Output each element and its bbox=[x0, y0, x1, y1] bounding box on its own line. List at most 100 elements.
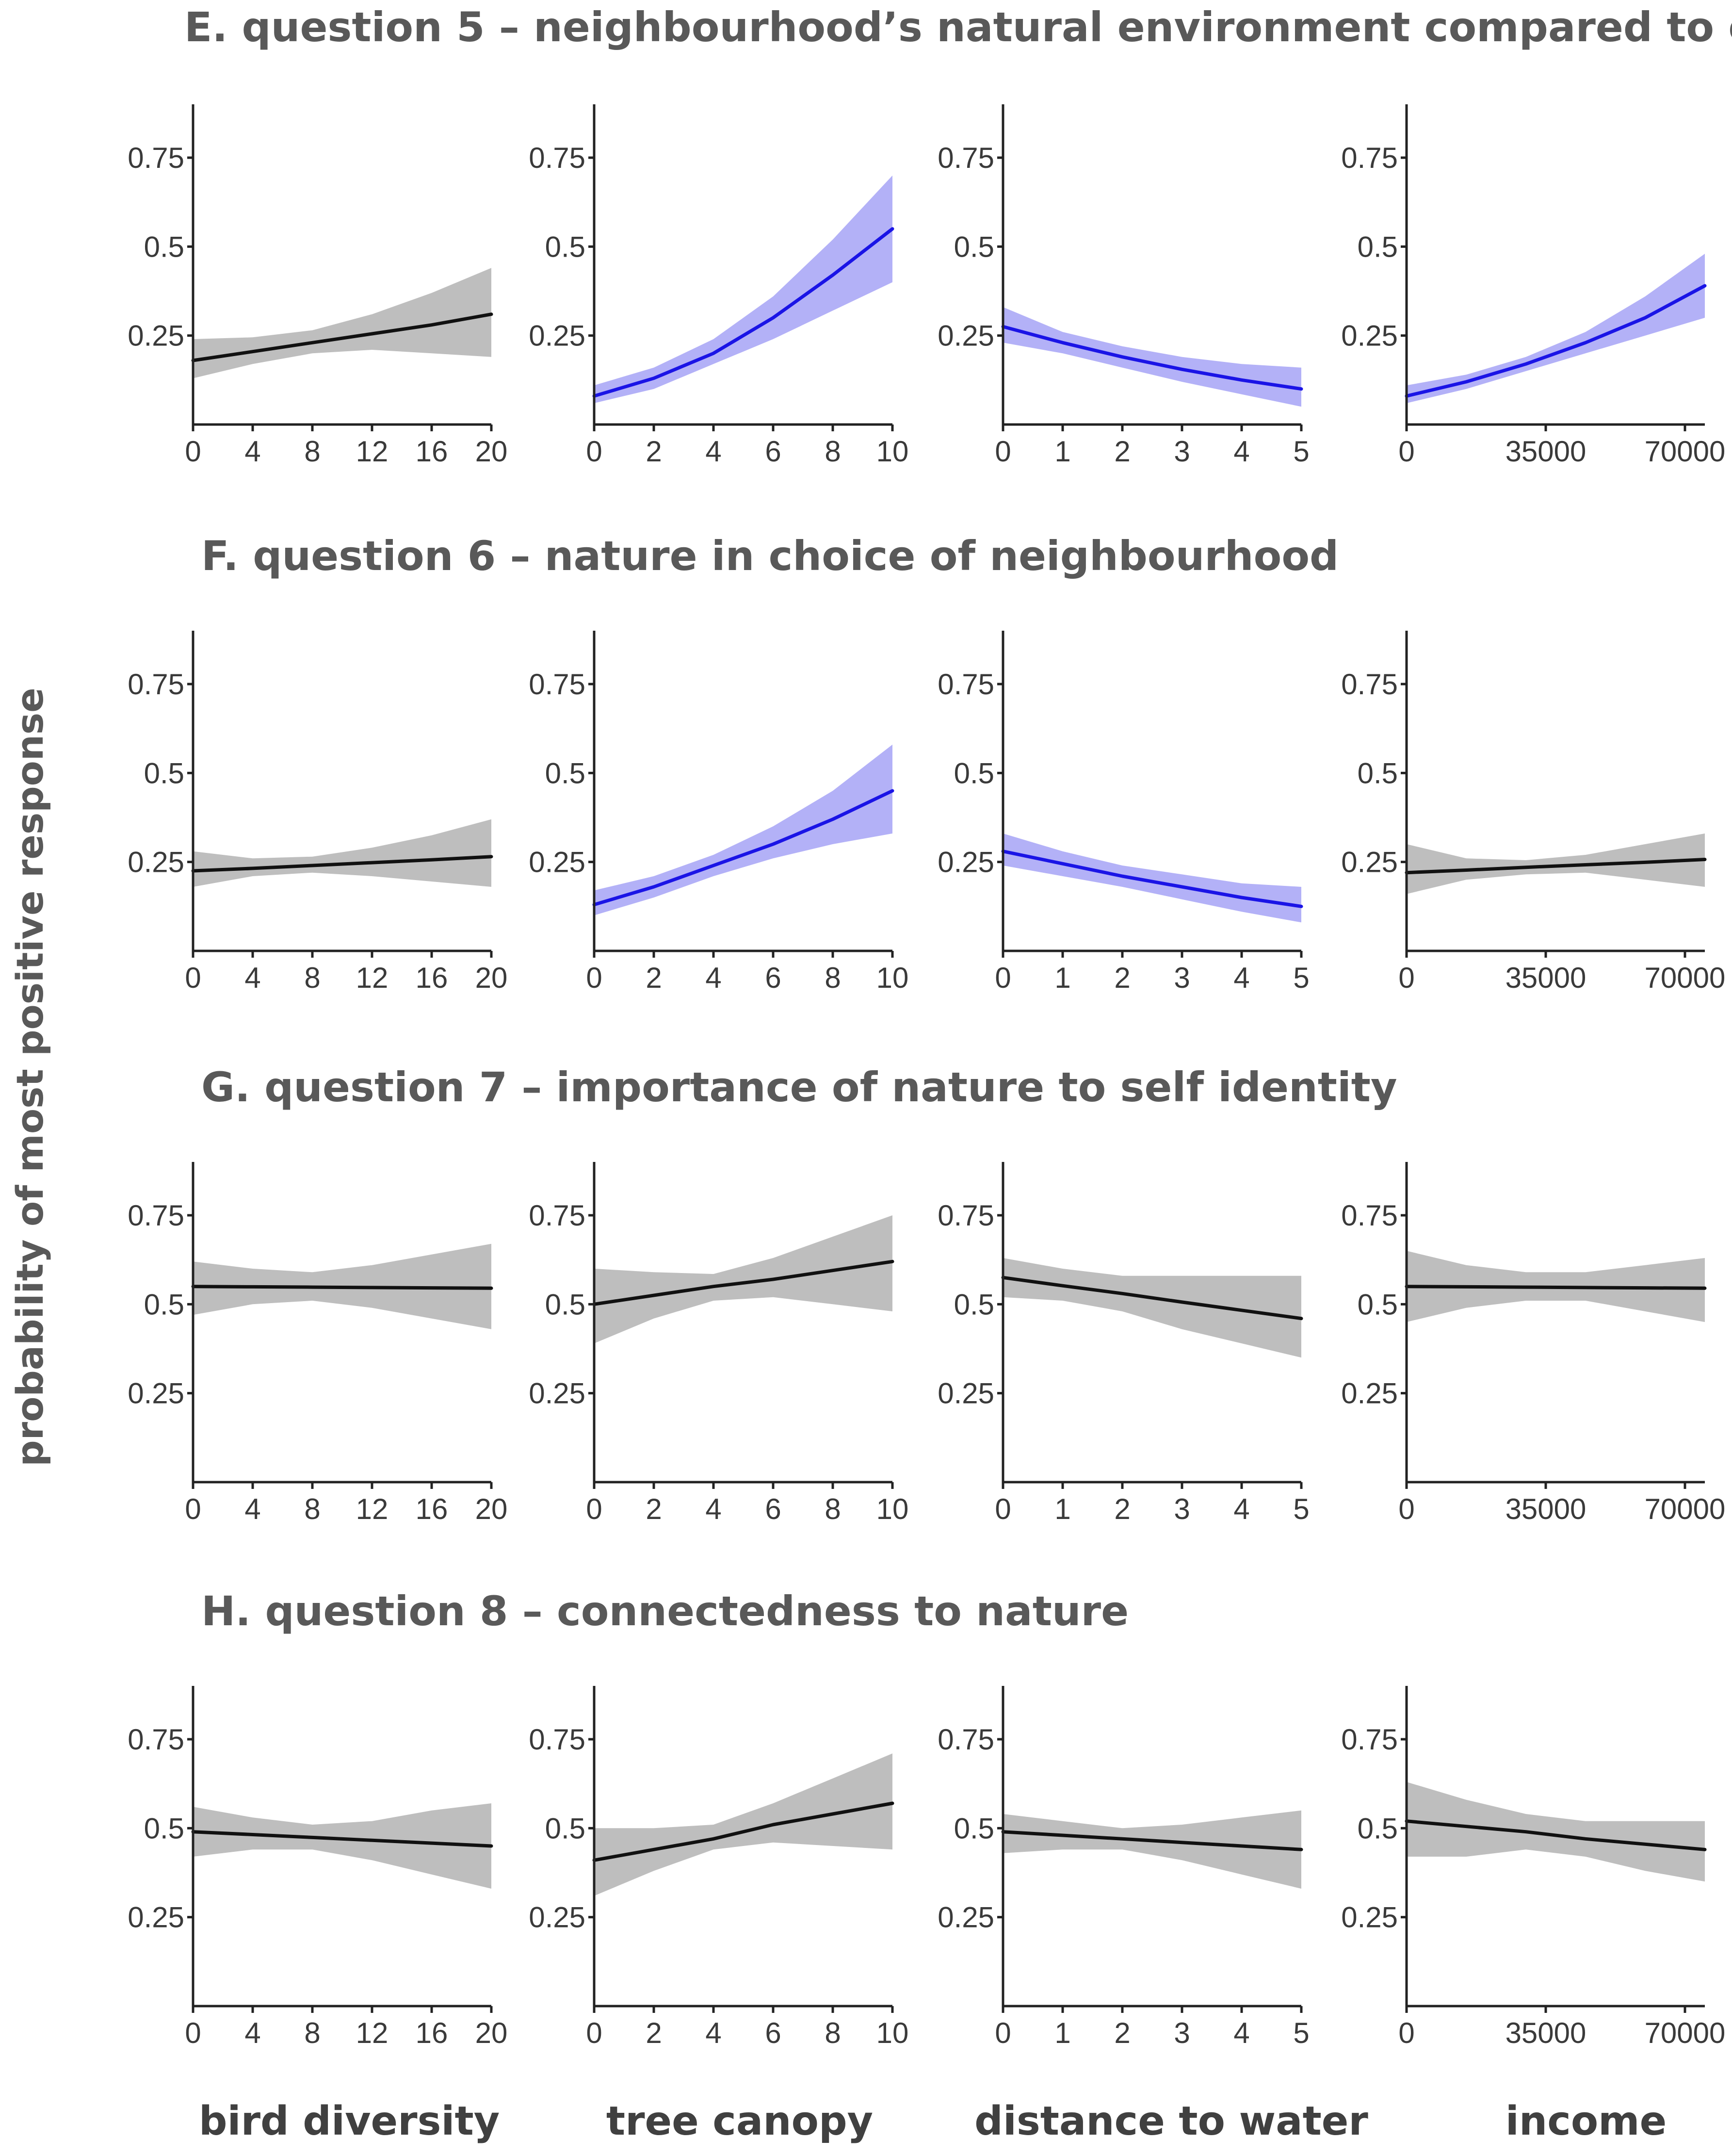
row-title: E. question 5 – neighbourhood’s natural … bbox=[184, 3, 1732, 51]
x-tick-label: 0 bbox=[995, 962, 1011, 994]
x-tick-label: 1 bbox=[1054, 962, 1070, 994]
y-tick-label: 0.5 bbox=[144, 1288, 184, 1321]
row-title: H. question 8 – connectedness to nature bbox=[201, 1587, 1129, 1635]
y-tick-label: 0.5 bbox=[954, 1812, 994, 1845]
y-tick-label: 0.25 bbox=[128, 1901, 184, 1934]
y-tick-label: 0.5 bbox=[1358, 1288, 1398, 1321]
x-tick-label: 4 bbox=[1233, 2017, 1249, 2049]
panel-bird-diversity: 0.75 0.5 0.25 0 4 8 12 16 20 bbox=[128, 1162, 507, 1525]
prediction-line bbox=[1405, 1285, 1707, 1290]
y-tick-label: 0.75 bbox=[938, 1723, 994, 1756]
x-tick-label: 16 bbox=[416, 962, 448, 994]
prediction-line bbox=[191, 855, 493, 873]
y-tick-label: 0.5 bbox=[545, 230, 585, 263]
x-tick-label: 1 bbox=[1054, 2017, 1070, 2049]
x-tick-label: 20 bbox=[475, 435, 508, 468]
x-axis-name-bird-diversity: bird diversity bbox=[199, 2098, 500, 2144]
x-tick-label: 8 bbox=[304, 2017, 320, 2049]
x-tick-label: 12 bbox=[356, 435, 388, 468]
y-tick-label: 0.5 bbox=[954, 230, 994, 263]
prediction-line bbox=[191, 1285, 493, 1290]
x-tick-label: 4 bbox=[1233, 962, 1249, 994]
confidence-band bbox=[594, 744, 892, 915]
y-tick-label: 0.5 bbox=[545, 1812, 585, 1845]
y-tick-label: 0.5 bbox=[144, 1812, 184, 1845]
prediction-line bbox=[1405, 1819, 1707, 1851]
y-tick-label: 0.75 bbox=[128, 142, 184, 174]
x-tick-label: 6 bbox=[765, 1493, 781, 1525]
confidence-band bbox=[193, 819, 491, 887]
y-tick-label: 0.25 bbox=[1341, 1901, 1398, 1934]
x-tick-label: 2 bbox=[646, 1493, 662, 1525]
x-tick-label: 6 bbox=[765, 962, 781, 994]
x-tick-label: 6 bbox=[765, 435, 781, 468]
x-tick-label: 70000 bbox=[1645, 2017, 1726, 2049]
panel-income: 0.75 0.5 0.25 0 35000 70000 bbox=[1341, 1162, 1725, 1525]
x-tick-label: 2 bbox=[1114, 2017, 1130, 2049]
x-tick-label: 2 bbox=[1114, 1493, 1130, 1525]
x-tick-label: 16 bbox=[416, 2017, 448, 2049]
x-tick-label: 0 bbox=[185, 435, 201, 468]
x-tick-label: 12 bbox=[356, 1493, 388, 1525]
panel-row-4: H. question 8 – connectedness to nature 0… bbox=[128, 1587, 1725, 2049]
panel-tree-canopy: 0.75 0.5 0.25 0 2 4 6 8 10 bbox=[529, 1686, 908, 2049]
y-tick-label: 0.25 bbox=[938, 1377, 994, 1410]
x-tick-label: 6 bbox=[765, 2017, 781, 2049]
y-tick-label: 0.25 bbox=[128, 320, 184, 352]
x-tick-label: 35000 bbox=[1505, 1493, 1586, 1525]
x-tick-label: 0 bbox=[995, 1493, 1011, 1525]
x-tick-label: 10 bbox=[876, 962, 909, 994]
y-tick-label: 0.5 bbox=[954, 1288, 994, 1321]
x-tick-label: 16 bbox=[416, 435, 448, 468]
x-tick-label: 10 bbox=[876, 435, 909, 468]
x-tick-label: 4 bbox=[705, 1493, 721, 1525]
y-tick-label: 0.5 bbox=[545, 1288, 585, 1321]
x-tick-label: 20 bbox=[475, 2017, 508, 2049]
confidence-band bbox=[1407, 254, 1705, 403]
x-tick-label: 70000 bbox=[1645, 435, 1726, 468]
confidence-band bbox=[193, 1803, 491, 1889]
x-tick-label: 0 bbox=[185, 962, 201, 994]
y-tick-label: 0.25 bbox=[938, 846, 994, 879]
prediction-line bbox=[191, 1830, 493, 1848]
prediction-line bbox=[1001, 1275, 1303, 1321]
y-tick-label: 0.75 bbox=[1341, 1199, 1398, 1232]
y-tick-label: 0.25 bbox=[938, 320, 994, 352]
x-tick-label: 20 bbox=[475, 1493, 508, 1525]
column-names: bird diversity tree canopy distance to wat… bbox=[199, 2098, 1667, 2144]
y-tick-label: 0.25 bbox=[529, 1901, 585, 1934]
prediction-line bbox=[191, 312, 493, 362]
x-tick-label: 0 bbox=[185, 2017, 201, 2049]
x-tick-label: 8 bbox=[304, 962, 320, 994]
y-tick-label: 0.5 bbox=[954, 757, 994, 789]
y-tick-label: 0.75 bbox=[529, 1199, 585, 1232]
y-tick-label: 0.25 bbox=[1341, 846, 1398, 879]
x-tick-label: 10 bbox=[876, 2017, 909, 2049]
panel-tree-canopy: 0.75 0.5 0.25 0 2 4 6 8 10 bbox=[529, 631, 908, 994]
y-tick-label: 0.75 bbox=[938, 668, 994, 701]
y-tick-label: 0.75 bbox=[938, 142, 994, 174]
x-tick-label: 4 bbox=[705, 435, 721, 468]
x-axis-name-tree-canopy: tree canopy bbox=[606, 2098, 873, 2144]
x-tick-label: 16 bbox=[416, 1493, 448, 1525]
confidence-band bbox=[1003, 1810, 1301, 1889]
prediction-line bbox=[1001, 849, 1303, 908]
confidence-band bbox=[1407, 1782, 1705, 1882]
x-tick-label: 0 bbox=[185, 1493, 201, 1525]
panel-bird-diversity: 0.75 0.5 0.25 0 4 8 12 16 20 bbox=[128, 631, 507, 994]
y-tick-label: 0.25 bbox=[1341, 1377, 1398, 1410]
x-tick-label: 2 bbox=[646, 962, 662, 994]
x-tick-label: 4 bbox=[244, 962, 260, 994]
x-tick-label: 0 bbox=[1398, 435, 1414, 468]
x-tick-label: 8 bbox=[825, 435, 841, 468]
x-axis-name-distance-to-water: distance to water bbox=[974, 2098, 1368, 2144]
x-tick-label: 2 bbox=[1114, 435, 1130, 468]
y-tick-label: 0.75 bbox=[128, 1723, 184, 1756]
x-tick-label: 20 bbox=[475, 962, 508, 994]
x-tick-label: 0 bbox=[995, 2017, 1011, 2049]
prediction-line bbox=[1405, 858, 1707, 875]
x-tick-label: 4 bbox=[1233, 1493, 1249, 1525]
panel-bird-diversity: 0.75 0.5 0.25 0 4 8 12 16 20 bbox=[128, 104, 507, 468]
x-tick-label: 3 bbox=[1174, 1493, 1190, 1525]
